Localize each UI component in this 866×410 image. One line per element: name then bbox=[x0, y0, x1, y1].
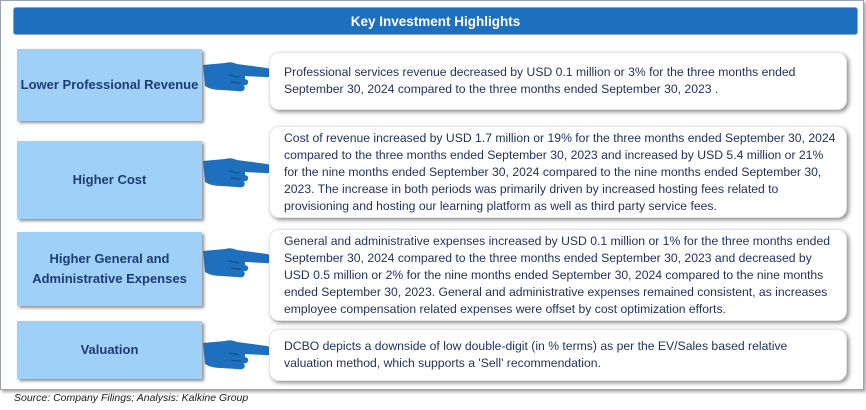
highlight-paragraph: Cost of revenue increased by USD 1.7 mil… bbox=[284, 130, 836, 213]
source-note: Source: Company Filings; Analysis: Kalki… bbox=[14, 392, 249, 404]
highlight-text-valuation: DCBO depicts a downside of low double-di… bbox=[269, 329, 847, 381]
highlight-label-professional-revenue: Lower Professional Revenue bbox=[17, 49, 202, 121]
highlight-text-higher-cost: Cost of revenue increased by USD 1.7 mil… bbox=[269, 126, 847, 218]
pointing-hand-icon bbox=[203, 248, 272, 278]
pointing-hand-icon bbox=[203, 62, 272, 92]
panel-title: Key Investment Highlights bbox=[13, 7, 858, 35]
pointing-hand-icon bbox=[203, 158, 272, 188]
highlight-paragraph: General and administrative expenses incr… bbox=[284, 233, 831, 316]
highlight-text-professional-revenue: Professional services revenue decreased … bbox=[269, 52, 847, 110]
pointing-hand-icon bbox=[203, 340, 272, 370]
highlight-label-general-admin-expenses: Higher General and Administrative Expens… bbox=[17, 232, 202, 306]
highlights-panel: Key Investment Highlights Lower Professi… bbox=[0, 0, 864, 390]
highlight-paragraph: Professional services revenue decreased … bbox=[284, 65, 796, 96]
highlight-label-higher-cost: Higher Cost bbox=[17, 141, 202, 219]
highlight-text-general-admin-expenses: General and administrative expenses incr… bbox=[269, 229, 847, 321]
highlight-label-valuation: Valuation bbox=[17, 321, 202, 379]
highlight-paragraph: DCBO depicts a downside of low double-di… bbox=[284, 339, 788, 370]
